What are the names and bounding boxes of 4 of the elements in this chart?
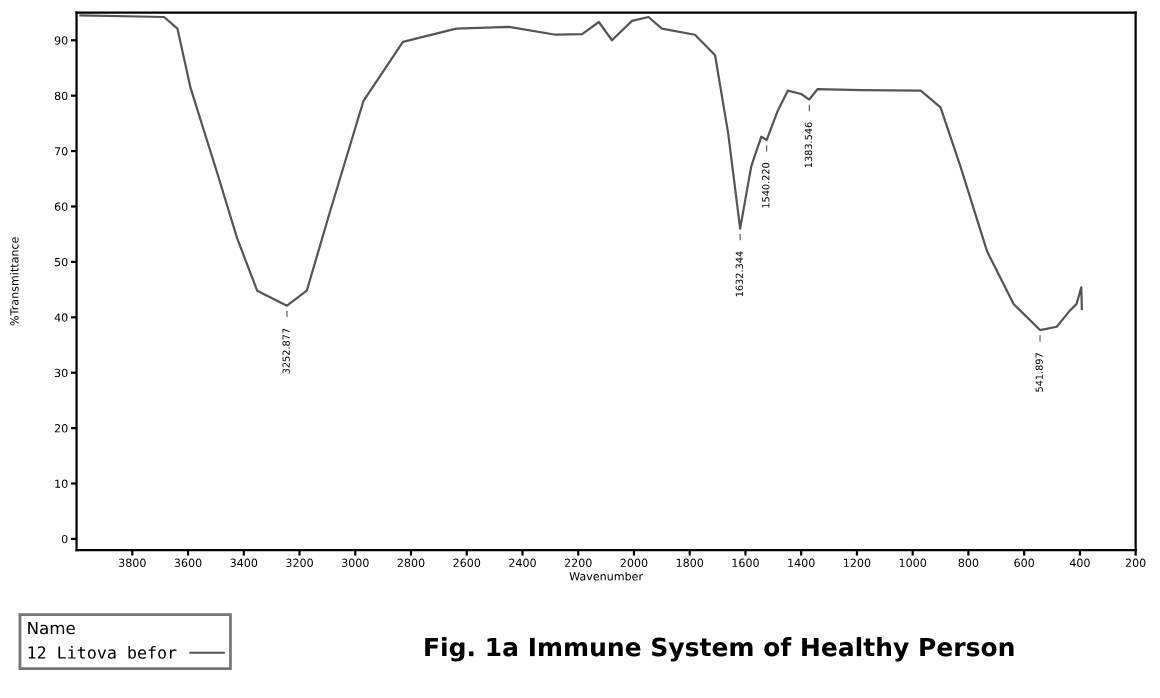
line-series — [79, 14, 1083, 332]
legend-title: Name — [28, 621, 75, 635]
legend-label: 12 Litova befor — [28, 645, 177, 659]
text: Fig. 1a Immune System of Healthy Person — [425, 637, 1014, 662]
